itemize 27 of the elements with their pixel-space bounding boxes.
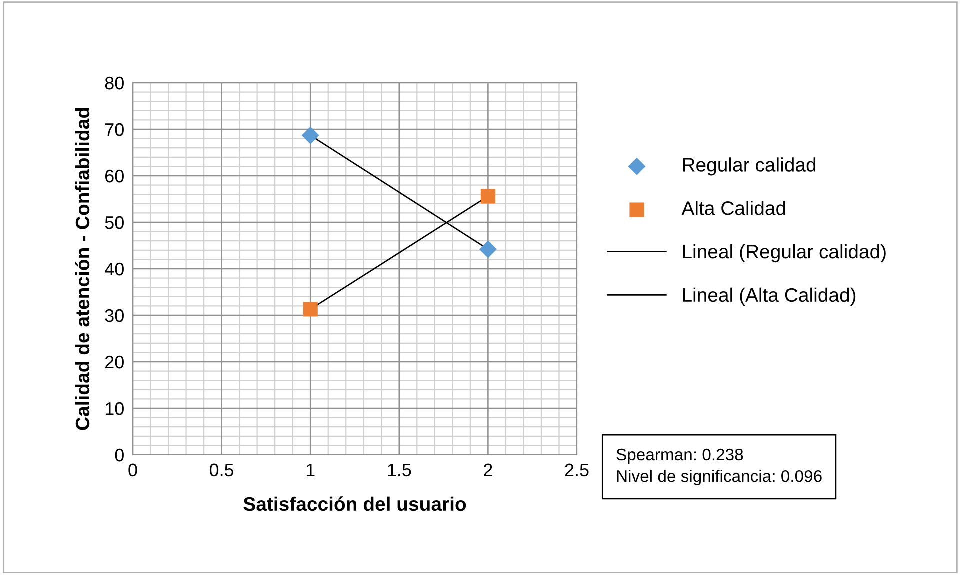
x-tick-label: 0	[128, 464, 138, 477]
y-tick-label: 80	[105, 76, 124, 90]
text: Nivel de significancia: 0.096	[617, 470, 822, 486]
x-tick-label: 2	[484, 464, 492, 476]
y-axis-title: Calidad de atención - Confiabilidad	[75, 108, 90, 430]
y-tick-label: 10	[106, 402, 124, 416]
point	[480, 189, 496, 204]
y-tick-label: 60	[106, 170, 124, 183]
legend-label: Lineal (Regular calidad)	[683, 244, 886, 263]
x-tick-label: 0.5	[210, 464, 234, 477]
x-tick-label: 1	[306, 464, 315, 476]
y-tick-label: 50	[105, 216, 124, 230]
y-tick-label: 30	[105, 309, 124, 322]
y-tick-label: 0	[115, 448, 124, 462]
y-tick-label: 70	[106, 123, 124, 136]
legend-label: Alta Calidad	[682, 201, 786, 216]
point	[479, 240, 497, 258]
point	[303, 302, 318, 317]
y-tick-label: 20	[105, 356, 124, 369]
x-axis-title: Satisfacción del usuario	[244, 496, 466, 512]
x-tick-label: 2.5	[565, 464, 589, 477]
text: Spearman: 0.238	[616, 448, 744, 464]
legend-label: Regular calidad	[683, 158, 816, 176]
y-tick-label: 40	[105, 262, 124, 276]
point	[302, 126, 320, 144]
legend-label: Lineal (Alta Calidad)	[683, 288, 856, 306]
x-tick-label: 1.5	[388, 464, 412, 477]
